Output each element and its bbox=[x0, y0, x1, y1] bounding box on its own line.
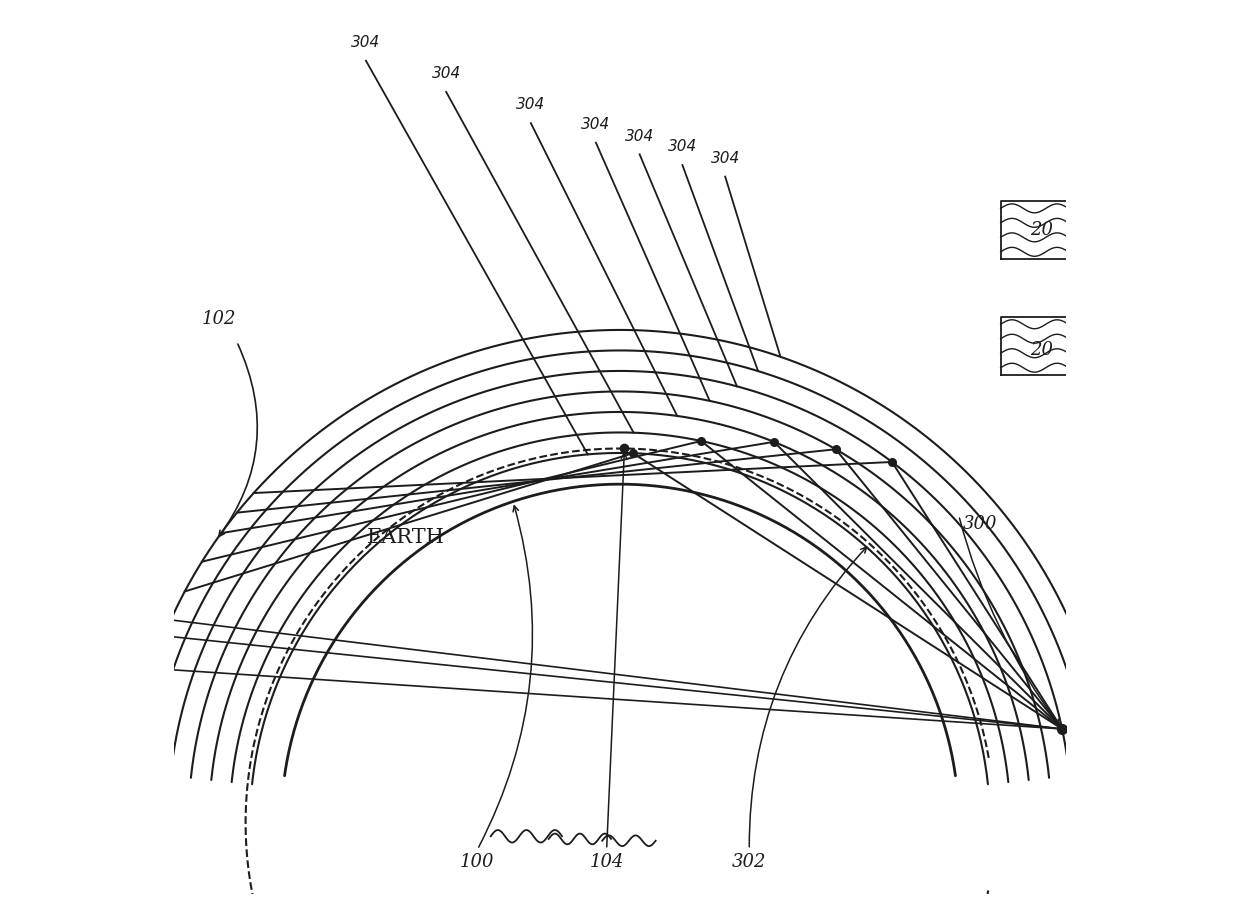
Text: 100: 100 bbox=[460, 853, 495, 872]
Text: EARTH: EARTH bbox=[367, 528, 445, 547]
Text: 20: 20 bbox=[1030, 341, 1053, 359]
Text: 302: 302 bbox=[732, 853, 766, 872]
Text: 304: 304 bbox=[711, 151, 740, 166]
Text: 104: 104 bbox=[589, 853, 624, 872]
Text: 304: 304 bbox=[516, 98, 546, 112]
Text: 304: 304 bbox=[668, 139, 697, 154]
Text: 304: 304 bbox=[625, 128, 655, 144]
Text: 102: 102 bbox=[202, 309, 236, 327]
Text: 304: 304 bbox=[351, 35, 381, 50]
Text: 304: 304 bbox=[582, 117, 610, 132]
Text: 20: 20 bbox=[1030, 221, 1053, 239]
Text: 304: 304 bbox=[432, 66, 461, 82]
Text: 300: 300 bbox=[963, 515, 998, 533]
